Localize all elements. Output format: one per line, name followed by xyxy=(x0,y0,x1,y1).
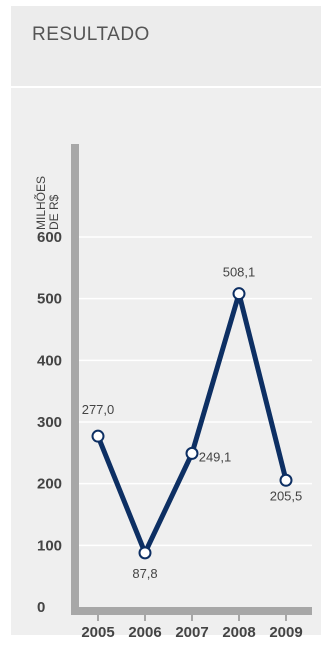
data-point xyxy=(91,429,105,443)
axes xyxy=(71,144,312,621)
y-tick-label: 300 xyxy=(37,414,62,431)
data-label: 87,8 xyxy=(132,566,157,581)
data-label: 508,1 xyxy=(223,265,256,280)
data-point xyxy=(279,473,293,487)
y-tick-label: 100 xyxy=(37,537,62,554)
y-axis-unit-label: MILHÕESDE R$ xyxy=(33,176,61,230)
series-line xyxy=(95,291,289,556)
y-tick-label: 600 xyxy=(37,229,62,246)
y-tick-label: 500 xyxy=(37,291,62,308)
y-axis xyxy=(71,144,79,615)
x-tick-label: 2005 xyxy=(81,624,114,641)
chart-panel: RESULTADO xyxy=(11,6,321,635)
data-point xyxy=(232,287,246,301)
chart-header: RESULTADO xyxy=(11,6,321,86)
grid xyxy=(77,236,312,547)
chart-title: RESULTADO xyxy=(32,24,150,45)
series xyxy=(91,287,293,560)
x-tick-label: 2008 xyxy=(222,624,255,641)
data-label: 249,1 xyxy=(199,449,232,464)
y-tick-label: 400 xyxy=(37,352,62,369)
data-point xyxy=(138,546,152,560)
data-label: 205,5 xyxy=(270,488,303,503)
x-tick-label: 2009 xyxy=(269,624,302,641)
y-axis-unit-line: DE R$ xyxy=(47,194,61,230)
header-divider xyxy=(11,86,321,88)
y-tick-label: 0 xyxy=(37,599,45,616)
y-axis-unit-line: MILHÕES xyxy=(33,176,48,230)
data-point xyxy=(185,446,199,460)
x-tick-label: 2007 xyxy=(175,624,208,641)
labels: 0 100 200 300 400 500 600 2005 2006 2007 2008 2009 M… xyxy=(33,176,303,641)
data-label: 277,0 xyxy=(82,402,115,417)
y-tick-label: 200 xyxy=(37,476,62,493)
x-tick-label: 2006 xyxy=(128,624,161,641)
